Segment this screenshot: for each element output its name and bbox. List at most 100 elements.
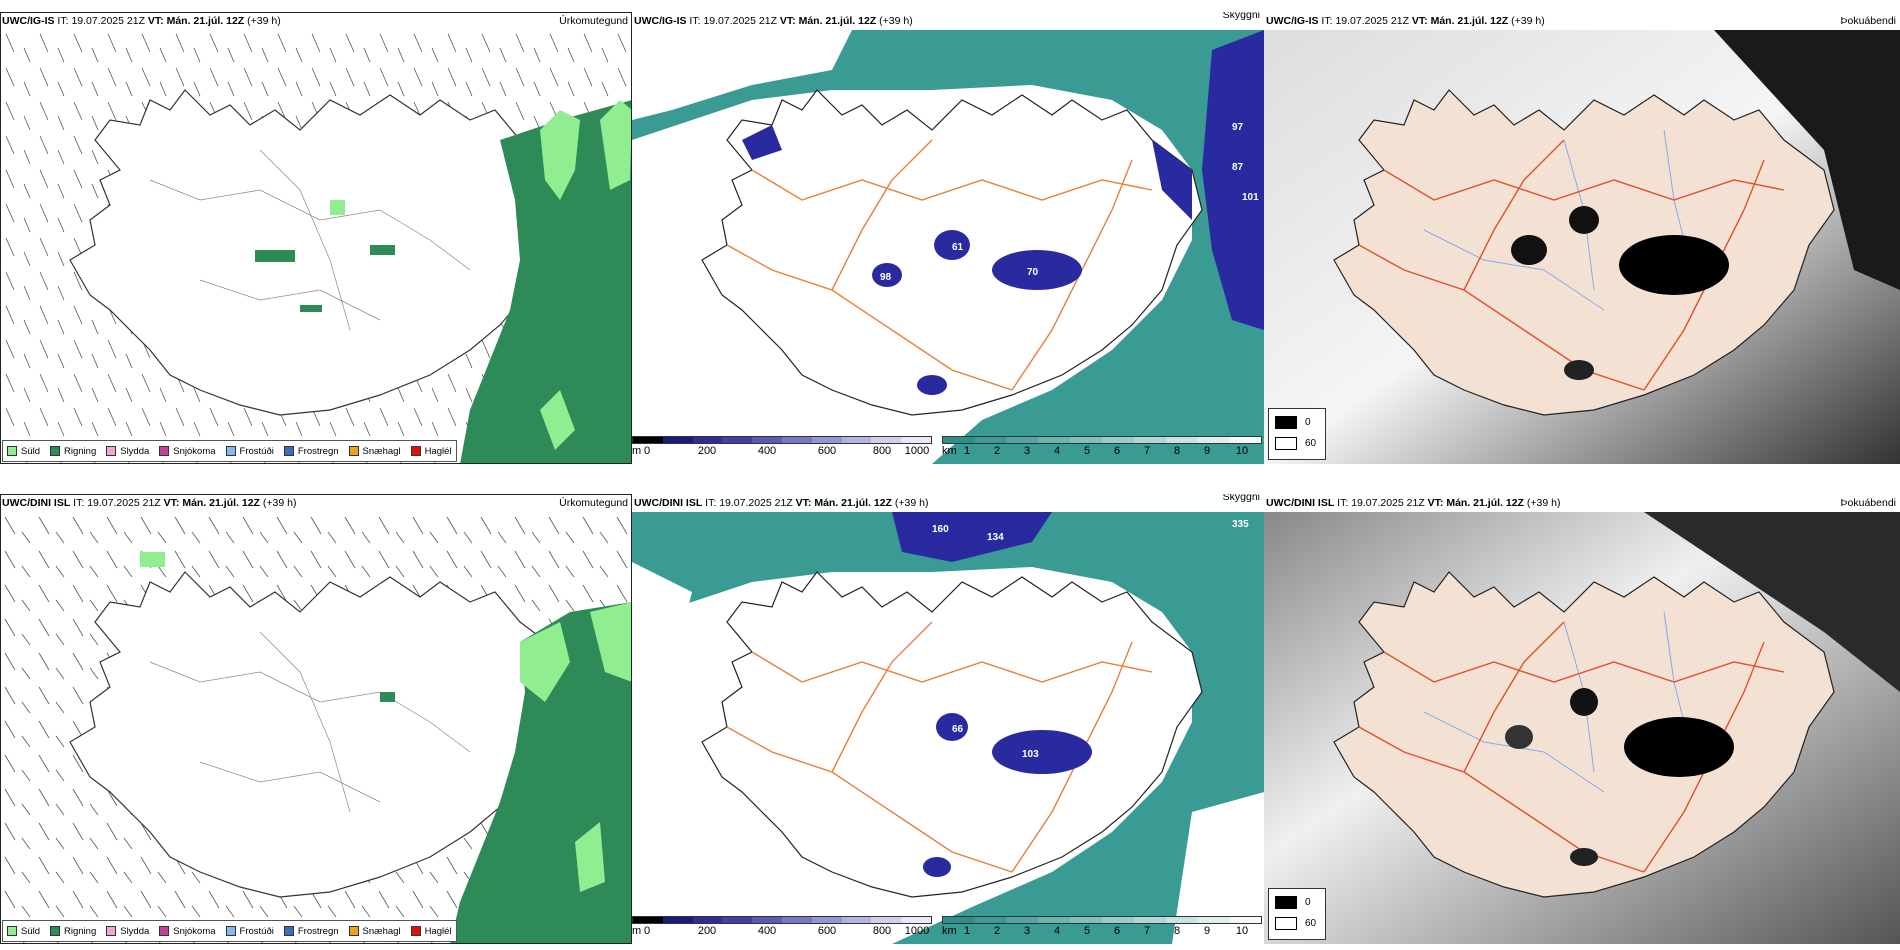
fog-panel-bottom: UWC/DINI ISL IT: 19.07.2025 21Z VT: Mán.… bbox=[1264, 494, 1900, 944]
colorbar-segment bbox=[943, 437, 975, 443]
visibility-map: 66 103 160 134 335 bbox=[632, 512, 1264, 944]
visibility-colorbar: km 1 2 3 4 5 6 7 8 9 10 bbox=[942, 436, 1262, 462]
visibility-panel-bottom: UWC/DINI ISL IT: 19.07.2025 21Z VT: Mán.… bbox=[632, 494, 1264, 944]
colorbar-segment bbox=[1006, 917, 1039, 923]
elevation-colorbar: m 0 200 400 600 800 1000 bbox=[632, 436, 932, 462]
lead-time: (+39 h) bbox=[1526, 497, 1561, 509]
legend-item: Snæhagl bbox=[348, 926, 401, 937]
roads bbox=[726, 139, 1153, 391]
freezing-drizzle-swatch bbox=[225, 926, 236, 936]
precip-panel-bottom: UWC/DINI ISL IT: 19.07.2025 21Z VT: Mán.… bbox=[0, 494, 632, 944]
drizzle-area bbox=[520, 602, 632, 892]
low-vis-sea-north bbox=[892, 512, 1052, 562]
legend-item: Slydda bbox=[106, 926, 149, 937]
vis-value: 160 bbox=[932, 524, 949, 535]
valid-time: Mán. 21.júl. 12Z bbox=[166, 15, 245, 27]
legend-item: Frostúði bbox=[225, 926, 274, 937]
model-name: UWC/DINI ISL bbox=[634, 497, 703, 509]
colorbar-segment bbox=[901, 917, 931, 923]
snow-swatch bbox=[159, 926, 170, 936]
colorbar-segment bbox=[1070, 437, 1102, 443]
legend-item: Súld bbox=[7, 926, 40, 937]
iceland-land bbox=[1333, 571, 1835, 898]
elevation-unit: m bbox=[632, 445, 642, 457]
rain-swatch bbox=[50, 926, 61, 936]
visibility-unit: km bbox=[942, 925, 957, 937]
colorbar-segment bbox=[781, 437, 812, 443]
legend-item: Frostúði bbox=[225, 446, 274, 457]
colorbar-segment bbox=[752, 917, 782, 923]
panel-title: Þokuábendi bbox=[1840, 497, 1896, 509]
colorbar-segment bbox=[1070, 917, 1102, 923]
hail-swatch bbox=[410, 446, 421, 456]
legend-item: Snjókoma bbox=[159, 926, 216, 937]
fog-panel-top: UWC/IG-IS IT: 19.07.2025 21Z VT: Mán. 21… bbox=[1264, 12, 1900, 464]
legend-item: Frostregn bbox=[283, 926, 339, 937]
colorbar-segment bbox=[1101, 437, 1134, 443]
legend-item: Slydda bbox=[106, 446, 149, 457]
init-time: 19.07.2025 21Z bbox=[87, 497, 161, 509]
vis-value: 103 bbox=[1022, 749, 1039, 760]
panel-header: UWC/IG-IS IT: 19.07.2025 21Z VT: Mán. 21… bbox=[0, 12, 632, 30]
snow-swatch bbox=[159, 446, 170, 456]
colorbar-segment bbox=[871, 437, 902, 443]
colorbar-segment bbox=[901, 437, 931, 443]
vis-value: 87 bbox=[1232, 162, 1244, 173]
iceland-outline bbox=[69, 89, 571, 416]
colorbar-segment bbox=[1133, 917, 1166, 923]
colorbar-segment bbox=[633, 917, 663, 923]
colorbar-segment bbox=[1197, 917, 1230, 923]
vis-value: 66 bbox=[952, 724, 964, 735]
precip-panel-top: UWC/IG-IS IT: 19.07.2025 21Z VT: Mán. 21… bbox=[0, 12, 632, 464]
roads bbox=[726, 621, 1153, 873]
fog-map bbox=[1264, 30, 1900, 464]
visibility-panel-top: UWC/IG-IS IT: 19.07.2025 21Z VT: Mán. 21… bbox=[632, 12, 1264, 464]
vis-value: 70 bbox=[1027, 267, 1039, 278]
low-vis-sea-east bbox=[1202, 30, 1264, 330]
panel-header: UWC/DINI ISL IT: 19.07.2025 21Z VT: Mán.… bbox=[1264, 494, 1900, 512]
colorbar-segment bbox=[974, 437, 1007, 443]
lead-time: (+39 h) bbox=[894, 497, 929, 509]
colorbar-segment bbox=[841, 437, 872, 443]
colorbar-segment bbox=[1133, 437, 1166, 443]
vis-value: 98 bbox=[880, 272, 892, 283]
valid-time: Mán. 21.júl. 12Z bbox=[182, 497, 260, 509]
colorbar-segment bbox=[662, 437, 693, 443]
legend-item: Snæhagl bbox=[348, 446, 401, 457]
fog-index-legend: 0 60 bbox=[1268, 888, 1326, 940]
valid-time: Mán. 21.júl. 12Z bbox=[814, 497, 892, 509]
colorbar-segment bbox=[974, 917, 1007, 923]
elevation-unit: m bbox=[632, 925, 642, 937]
precip-type-legend: Súld Rigning Slydda Snjókoma Frostúði Fr… bbox=[2, 440, 457, 462]
iceland-outline bbox=[69, 571, 571, 898]
model-name: UWC/IG-IS bbox=[634, 15, 687, 27]
legend-item: Haglél bbox=[410, 446, 452, 457]
legend-item: Haglél bbox=[410, 926, 452, 937]
panel-header: UWC/IG-IS IT: 19.07.2025 21Z VT: Mán. 21… bbox=[1264, 12, 1900, 30]
elevation-colorbar: m 0 200 400 600 800 1000 bbox=[632, 916, 932, 942]
vis-value: 101 bbox=[1242, 192, 1259, 203]
lead-time: (+39 h) bbox=[879, 15, 913, 27]
sleet-swatch bbox=[106, 926, 117, 936]
legend-item: Snjókoma bbox=[159, 446, 216, 457]
panel-title: Úrkomutegund bbox=[559, 497, 628, 509]
colorbar-segment bbox=[1197, 437, 1230, 443]
roads bbox=[1358, 139, 1785, 391]
panel-header: UWC/DINI ISL IT: 19.07.2025 21Z VT: Mán.… bbox=[632, 494, 1264, 512]
init-time: 19.07.2025 21Z bbox=[1351, 497, 1425, 509]
hail-swatch bbox=[410, 926, 421, 936]
model-name: UWC/DINI ISL bbox=[1266, 497, 1335, 509]
colorbar-segment bbox=[1101, 917, 1134, 923]
lead-time: (+39 h) bbox=[262, 497, 297, 509]
valid-time: Mán. 21.júl. 12Z bbox=[1430, 15, 1509, 27]
model-name: UWC/IG-IS bbox=[2, 15, 55, 27]
freezing-rain-swatch bbox=[283, 446, 294, 456]
panel-title: Þokuábendi bbox=[1840, 15, 1896, 27]
lead-time: (+39 h) bbox=[247, 15, 281, 27]
colorbar-segment bbox=[1229, 917, 1261, 923]
colorbar-segment bbox=[1006, 437, 1039, 443]
colorbar-segment bbox=[1229, 437, 1261, 443]
drizzle-area bbox=[540, 100, 632, 450]
vis-value: 97 bbox=[1232, 122, 1244, 133]
model-name: UWC/DINI ISL bbox=[2, 497, 71, 509]
